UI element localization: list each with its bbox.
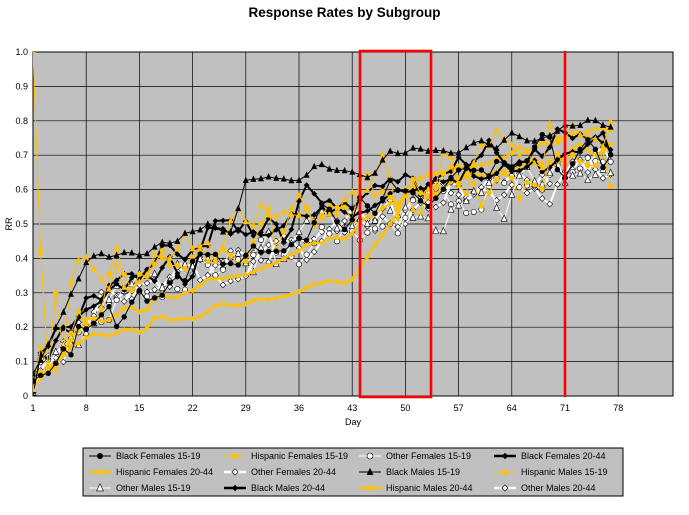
svg-text:15: 15 xyxy=(134,403,144,413)
svg-text:0.2: 0.2 xyxy=(15,322,28,332)
svg-text:Hispanic Males 15-19: Hispanic Males 15-19 xyxy=(521,467,608,477)
svg-text:Black Males 15-19: Black Males 15-19 xyxy=(386,467,460,477)
svg-text:Black Females 20-44: Black Females 20-44 xyxy=(521,451,606,461)
svg-text:Day: Day xyxy=(345,417,362,427)
svg-text:57: 57 xyxy=(454,403,464,413)
svg-text:Hispanic Males 20-44: Hispanic Males 20-44 xyxy=(386,483,473,493)
svg-text:50: 50 xyxy=(400,403,410,413)
svg-text:0.4: 0.4 xyxy=(15,253,28,263)
svg-text:Black Males 20-44: Black Males 20-44 xyxy=(251,483,325,493)
svg-text:Black Females 15-19: Black Females 15-19 xyxy=(116,451,201,461)
svg-text:36: 36 xyxy=(294,403,304,413)
svg-text:Other Males 15-19: Other Males 15-19 xyxy=(116,483,191,493)
svg-text:71: 71 xyxy=(560,403,570,413)
svg-text:1: 1 xyxy=(30,403,35,413)
svg-text:0.3: 0.3 xyxy=(15,288,28,298)
svg-text:0.5: 0.5 xyxy=(15,219,28,229)
svg-text:Hispanic Females 15-19: Hispanic Females 15-19 xyxy=(251,451,348,461)
svg-text:29: 29 xyxy=(241,403,251,413)
svg-text:8: 8 xyxy=(84,403,89,413)
svg-text:Other Males 20-44: Other Males 20-44 xyxy=(521,483,596,493)
svg-text:0.8: 0.8 xyxy=(15,116,28,126)
svg-text:RR: RR xyxy=(4,217,14,230)
svg-text:0.7: 0.7 xyxy=(15,150,28,160)
svg-text:0.6: 0.6 xyxy=(15,185,28,195)
svg-text:Other Females 15-19: Other Females 15-19 xyxy=(386,451,471,461)
svg-text:1.0: 1.0 xyxy=(15,47,28,57)
svg-text:0.1: 0.1 xyxy=(15,357,28,367)
svg-text:Hispanic Females 20-44: Hispanic Females 20-44 xyxy=(116,467,213,477)
svg-text:43: 43 xyxy=(347,403,357,413)
svg-text:Other Females 20-44: Other Females 20-44 xyxy=(251,467,336,477)
svg-text:0.9: 0.9 xyxy=(15,81,28,91)
svg-text:0: 0 xyxy=(23,391,28,401)
svg-text:22: 22 xyxy=(188,403,198,413)
svg-text:78: 78 xyxy=(613,403,623,413)
svg-text:64: 64 xyxy=(507,403,517,413)
